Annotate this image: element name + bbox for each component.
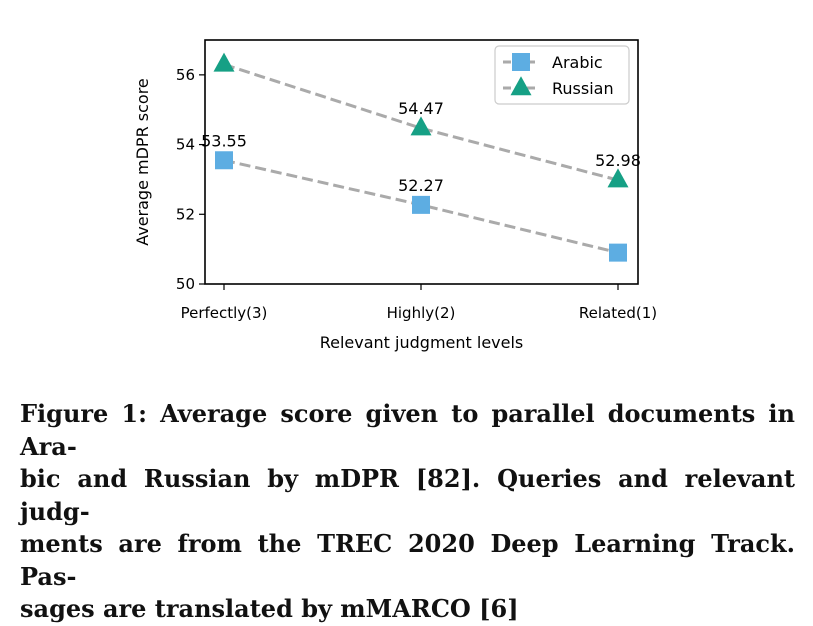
figure: 53.55 52.27 54.47 52.98 50 52 54 56 Perfectly(3)… bbox=[20, 39, 795, 623]
y-tick-label-50: 50 bbox=[176, 275, 195, 293]
legend-label-russian: Russian bbox=[552, 79, 614, 98]
data-label-arabic-1: 53.55 bbox=[201, 131, 247, 150]
x-tick-label-2: Highly(2) bbox=[387, 304, 456, 322]
y-tick-label-56: 56 bbox=[176, 66, 195, 84]
y-tick-label-52: 52 bbox=[176, 205, 195, 223]
x-tick-label-3: Related(1) bbox=[579, 304, 657, 322]
legend-marker-russian bbox=[510, 76, 532, 96]
data-label-russian-3: 52.98 bbox=[595, 151, 641, 170]
data-point-russian-1 bbox=[213, 52, 235, 72]
data-point-arabic-2 bbox=[412, 195, 430, 214]
legend-label-arabic: Arabic bbox=[552, 53, 603, 72]
data-point-arabic-1 bbox=[215, 151, 233, 170]
data-point-arabic-3 bbox=[609, 243, 627, 262]
data-point-russian-2 bbox=[410, 116, 432, 136]
x-tick-label-1: Perfectly(3) bbox=[181, 304, 268, 322]
y-tick-label-54: 54 bbox=[176, 136, 195, 154]
y-axis-label: Average mDPR score bbox=[133, 78, 152, 246]
data-label-arabic-2: 52.27 bbox=[398, 176, 444, 195]
legend-marker-arabic bbox=[512, 53, 530, 71]
series-line-russian bbox=[223, 62, 619, 182]
data-point-russian-3 bbox=[607, 168, 629, 188]
line-chart: 53.55 52.27 54.47 52.98 50 52 54 56 Perfectly(3)… bbox=[133, 39, 657, 352]
caption-text: Figure 1: Average score given to paralle… bbox=[20, 399, 795, 623]
x-axis-label: Relevant judgment levels bbox=[320, 333, 524, 352]
data-label-russian-2: 54.47 bbox=[398, 99, 444, 118]
legend: Arabic Russian bbox=[494, 45, 630, 105]
figure-caption: Figure 1: Average score given to paralle… bbox=[20, 398, 795, 626]
